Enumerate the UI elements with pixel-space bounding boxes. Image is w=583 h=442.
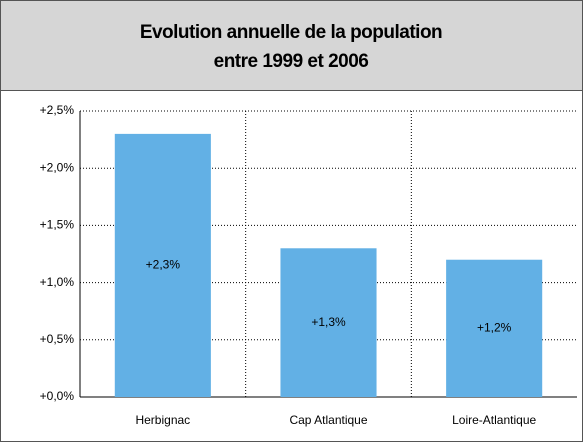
y-tick-label: +1,5% [40, 218, 75, 232]
bar [280, 248, 377, 397]
x-tick-label: Herbignac [135, 413, 190, 427]
x-tick-label: Cap Atlantique [289, 413, 367, 427]
bar [446, 259, 543, 397]
y-tick-label: +2,5% [40, 103, 75, 117]
value-label: +1,3% [311, 315, 346, 329]
bar [114, 133, 211, 397]
title-box [0, 0, 583, 91]
value-label: +1,2% [477, 321, 512, 335]
y-tick-label: +2,0% [40, 160, 75, 174]
chart-title: Evolution annuelle de la population [140, 22, 442, 43]
value-label: +2,3% [146, 258, 181, 272]
chart-title: entre 1999 et 2006 [214, 51, 369, 72]
y-tick-label: +0,0% [40, 389, 75, 403]
y-tick-label: +1,0% [40, 275, 75, 289]
x-tick-label: Loire-Atlantique [452, 413, 536, 427]
y-tick-label: +0,5% [40, 332, 75, 346]
